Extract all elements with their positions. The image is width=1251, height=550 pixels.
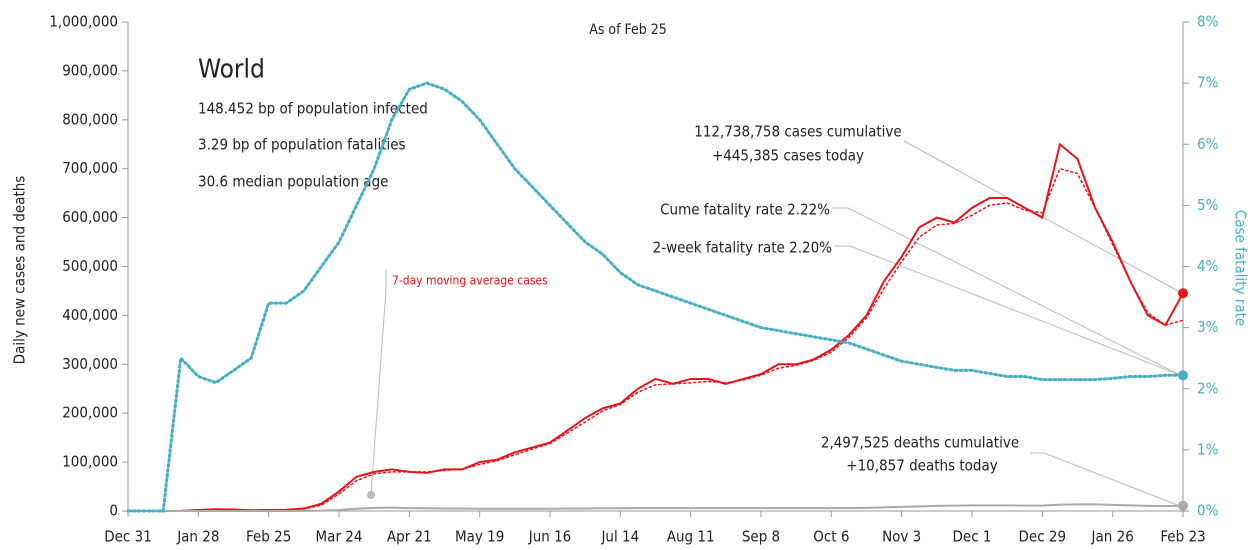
y-tick-label: 100,000 <box>62 453 118 471</box>
y2-axis-label: Case fatality rate <box>1232 210 1250 326</box>
subtitle: As of Feb 25 <box>589 22 667 38</box>
series-line <box>127 503 1184 512</box>
annotation: Cume fatality rate 2.22% <box>660 201 830 219</box>
y2-tick-label: 4% <box>1197 257 1219 275</box>
x-tick-label: Jun 16 <box>528 528 572 546</box>
x-tick-label: Feb 25 <box>246 528 291 546</box>
y2-tick-label: 2% <box>1197 379 1219 397</box>
y-tick-label: 300,000 <box>62 355 118 373</box>
stat-line: 3.29 bp of population fatalities <box>198 136 406 154</box>
annotation: 7-day moving average cases <box>392 274 548 288</box>
annotation: 112,738,758 cases cumulative <box>694 123 901 141</box>
x-tick-label: Dec 1 <box>953 528 992 546</box>
annotation: 2-week fatality rate 2.20% <box>653 239 833 257</box>
y-tick-label: 400,000 <box>62 306 118 324</box>
y2-tick-label: 5% <box>1197 196 1219 214</box>
leader-line <box>1030 452 1181 507</box>
marker <box>367 491 375 499</box>
x-tick-label: Aug 11 <box>667 528 715 546</box>
series-line <box>127 167 1184 512</box>
x-tick-label: Jan 26 <box>1091 528 1134 546</box>
series-line <box>127 142 1184 512</box>
y-tick-label: 500,000 <box>62 257 118 275</box>
y-tick-label: 0 <box>109 502 118 520</box>
y2-tick-label: 1% <box>1197 440 1219 458</box>
stat-line: 30.6 median population age <box>198 173 388 191</box>
x-tick-label: Mar 24 <box>316 528 363 546</box>
x-tick-label: Nov 3 <box>882 528 921 546</box>
leader-line <box>370 270 387 495</box>
end-point <box>1178 500 1188 511</box>
x-tick-label: Jul 14 <box>600 528 639 546</box>
annotation: +10,857 deaths today <box>846 457 997 475</box>
annotation: +445,385 cases today <box>712 147 864 165</box>
y-tick-label: 200,000 <box>62 404 118 422</box>
x-tick-label: Dec 29 <box>1019 528 1067 546</box>
y2-tick-label: 8% <box>1197 13 1219 31</box>
series-line <box>126 81 1185 513</box>
x-tick-label: Apr 21 <box>387 528 432 546</box>
annotation: 2,497,525 deaths cumulative <box>821 434 1019 452</box>
y-tick-label: 800,000 <box>62 110 118 128</box>
end-point <box>1178 370 1188 381</box>
y-tick-label: 1,000,000 <box>49 13 118 31</box>
y2-tick-label: 0% <box>1197 502 1219 520</box>
y2-tick-label: 7% <box>1197 74 1219 92</box>
x-tick-label: Dec 31 <box>104 528 152 546</box>
x-tick-label: Sep 8 <box>742 528 780 546</box>
leader-line <box>832 207 1181 376</box>
x-tick-label: Feb 23 <box>1160 528 1205 546</box>
y-tick-label: 900,000 <box>62 61 118 79</box>
region-title: World <box>198 55 265 85</box>
y-tick-label: 700,000 <box>62 159 118 177</box>
y2-tick-label: 6% <box>1197 135 1219 153</box>
leader-line <box>834 245 1181 376</box>
stat-line: 148.452 bp of population infected <box>198 100 428 118</box>
x-tick-label: Jan 28 <box>176 528 219 546</box>
end-point <box>1178 288 1188 299</box>
x-tick-label: Oct 6 <box>813 528 849 546</box>
y-axis-label: Daily new cases and deaths <box>11 176 29 365</box>
y2-tick-label: 3% <box>1197 318 1219 336</box>
y-tick-label: 600,000 <box>62 208 118 226</box>
x-tick-label: May 19 <box>455 528 504 546</box>
leader-lines <box>370 140 1181 507</box>
